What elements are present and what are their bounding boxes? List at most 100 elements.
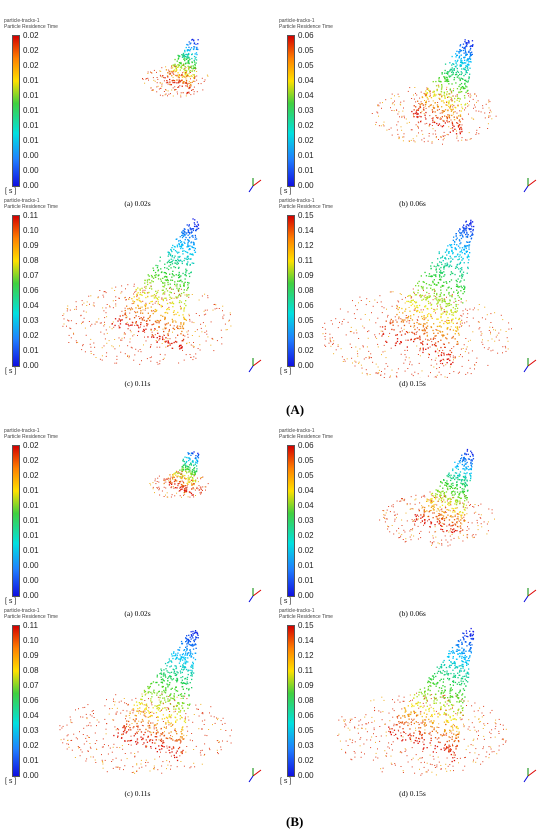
colorbar-ticks: 0.02 0.02 0.02 0.01 0.01 0.01 0.01 0.01 0.00 0.00… — [23, 32, 53, 192]
particle-plume — [142, 38, 209, 98]
colorbar-tick-label: 0.08 — [23, 666, 39, 675]
panel-caption: (c) 0.11s — [124, 789, 151, 798]
colorbar-tick-label: 0.02 — [23, 46, 39, 55]
colorbar-tick-label: 0.03 — [298, 741, 314, 750]
group-label-b: (B) — [286, 814, 304, 829]
panel-header: particle-tracks-1 Particle Residence Time — [4, 608, 58, 620]
colorbar-tick-label: 0.14 — [298, 636, 314, 645]
colorbar-tick-label: 0.08 — [23, 256, 39, 265]
colorbar — [12, 35, 20, 187]
unit-label: [ s ] — [5, 598, 17, 605]
unit-label: [ s ] — [280, 188, 292, 195]
colorbar-tick-label: 0.00 — [298, 181, 314, 190]
panel-caption: (b) 0.06s — [399, 609, 426, 618]
colorbar-tick-label: 0.02 — [23, 741, 39, 750]
colorbar-tick-label: 0.02 — [298, 346, 314, 355]
colorbar-tick-label: 0.11 — [23, 211, 38, 220]
colorbar-ticks: 0.06 0.05 0.05 0.04 0.04 0.03 0.02 0.02 0.01 0.01… — [298, 32, 328, 192]
header-line1: particle-tracks-1 — [4, 428, 40, 434]
colorbar-tick-label: 0.00 — [23, 561, 39, 570]
panel-header: particle-tracks-1 Particle Residence Time — [279, 18, 333, 30]
header-line1: particle-tracks-1 — [279, 18, 315, 24]
colorbar-tick-label: 0.10 — [23, 636, 39, 645]
colorbar-tick-label: 0.06 — [23, 286, 39, 295]
colorbar-tick-label: 0.00 — [298, 591, 314, 600]
header-line2: Particle Residence Time — [4, 434, 58, 440]
colorbar-tick-label: 0.01 — [23, 531, 39, 540]
colorbar-tick-label: 0.04 — [298, 501, 314, 510]
colorbar-tick-label: 0.01 — [298, 166, 314, 175]
colorbar-tick-label: 0.01 — [23, 756, 39, 765]
colorbar — [287, 625, 295, 777]
header-line2: Particle Residence Time — [4, 204, 58, 210]
colorbar-tick-label: 0.02 — [23, 61, 39, 70]
colorbar-tick-label: 0.01 — [23, 91, 39, 100]
panel-header: particle-tracks-1 Particle Residence Time — [4, 198, 58, 210]
colorbar-tick-label: 0.06 — [298, 31, 314, 40]
colorbar-ticks: 0.06 0.05 0.05 0.04 0.04 0.03 0.02 0.02 0.01 0.01… — [298, 442, 328, 602]
panel-b-d: particle-tracks-1 Particle Residence Time… — [275, 608, 550, 800]
particle-plume — [322, 219, 512, 378]
colorbar-tick-label: 0.05 — [298, 726, 314, 735]
colorbar-tick-label: 0.05 — [298, 471, 314, 480]
header-line1: particle-tracks-1 — [4, 18, 40, 24]
colorbar-tick-label: 0.05 — [298, 61, 314, 70]
colorbar-tick-label: 0.07 — [23, 681, 39, 690]
colorbar-tick-label: 0.00 — [23, 591, 39, 600]
colorbar-tick-label: 0.09 — [23, 651, 39, 660]
colorbar-tick-label: 0.00 — [23, 361, 39, 370]
colorbar-tick-label: 0.02 — [23, 441, 39, 450]
colorbar-tick-label: 0.01 — [23, 486, 39, 495]
unit-label: [ s ] — [280, 778, 292, 785]
particle-plume — [379, 448, 495, 548]
colorbar-tick-label: 0.11 — [298, 256, 313, 265]
unit-label: [ s ] — [5, 368, 17, 375]
axes-triad-icon — [523, 358, 537, 373]
colorbar — [287, 35, 295, 187]
colorbar-tick-label: 0.04 — [298, 76, 314, 85]
panel-a-c: particle-tracks-1 Particle Residence Time… — [0, 198, 275, 390]
colorbar-tick-label: 0.15 — [298, 621, 314, 630]
unit-label: [ s ] — [5, 188, 17, 195]
colorbar — [12, 215, 20, 367]
unit-label: [ s ] — [5, 778, 17, 785]
panel-caption: (a) 0.02s — [124, 609, 151, 618]
panel-header: particle-tracks-1 Particle Residence Time — [279, 608, 333, 620]
axes-triad-icon — [248, 768, 262, 783]
panel-caption: (a) 0.02s — [124, 199, 151, 208]
colorbar-tick-label: 0.02 — [23, 471, 39, 480]
colorbar-tick-label: 0.05 — [298, 316, 314, 325]
colorbar-tick-label: 0.06 — [23, 696, 39, 705]
colorbar — [12, 625, 20, 777]
colorbar-tick-label: 0.06 — [298, 301, 314, 310]
colorbar-tick-label: 0.09 — [298, 271, 314, 280]
colorbar-tick-label: 0.14 — [298, 226, 314, 235]
panel-b-c: particle-tracks-1 Particle Residence Time… — [0, 608, 275, 800]
colorbar-tick-label: 0.06 — [298, 441, 314, 450]
colorbar-tick-label: 0.09 — [298, 681, 314, 690]
colorbar-tick-label: 0.01 — [23, 76, 39, 85]
axes-triad-icon — [248, 588, 262, 603]
colorbar-tick-label: 0.11 — [23, 621, 38, 630]
colorbar-ticks: 0.15 0.14 0.12 0.11 0.09 0.08 0.06 0.05 0.03 0.02… — [298, 622, 328, 782]
colorbar-tick-label: 0.04 — [23, 301, 39, 310]
header-line2: Particle Residence Time — [279, 204, 333, 210]
panel-header: particle-tracks-1 Particle Residence Time — [279, 428, 333, 440]
colorbar-tick-label: 0.00 — [23, 151, 39, 160]
colorbar-tick-label: 0.05 — [298, 46, 314, 55]
panel-b-b: particle-tracks-1 Particle Residence Time… — [275, 428, 550, 620]
colorbar-tick-label: 0.04 — [298, 91, 314, 100]
colorbar-tick-label: 0.15 — [298, 211, 314, 220]
colorbar-tick-label: 0.02 — [298, 546, 314, 555]
header-line1: particle-tracks-1 — [279, 608, 315, 614]
colorbar-tick-label: 0.03 — [23, 726, 39, 735]
colorbar-tick-label: 0.04 — [23, 711, 39, 720]
particle-plume — [371, 39, 497, 145]
colorbar-tick-label: 0.00 — [298, 361, 314, 370]
colorbar-tick-label: 0.01 — [298, 576, 314, 585]
unit-label: [ s ] — [280, 368, 292, 375]
colorbar-ticks: 0.11 0.10 0.09 0.08 0.07 0.06 0.04 0.03 0.02 0.01… — [23, 212, 53, 372]
header-line2: Particle Residence Time — [279, 434, 333, 440]
header-line2: Particle Residence Time — [279, 614, 333, 620]
colorbar-tick-label: 0.00 — [23, 771, 39, 780]
